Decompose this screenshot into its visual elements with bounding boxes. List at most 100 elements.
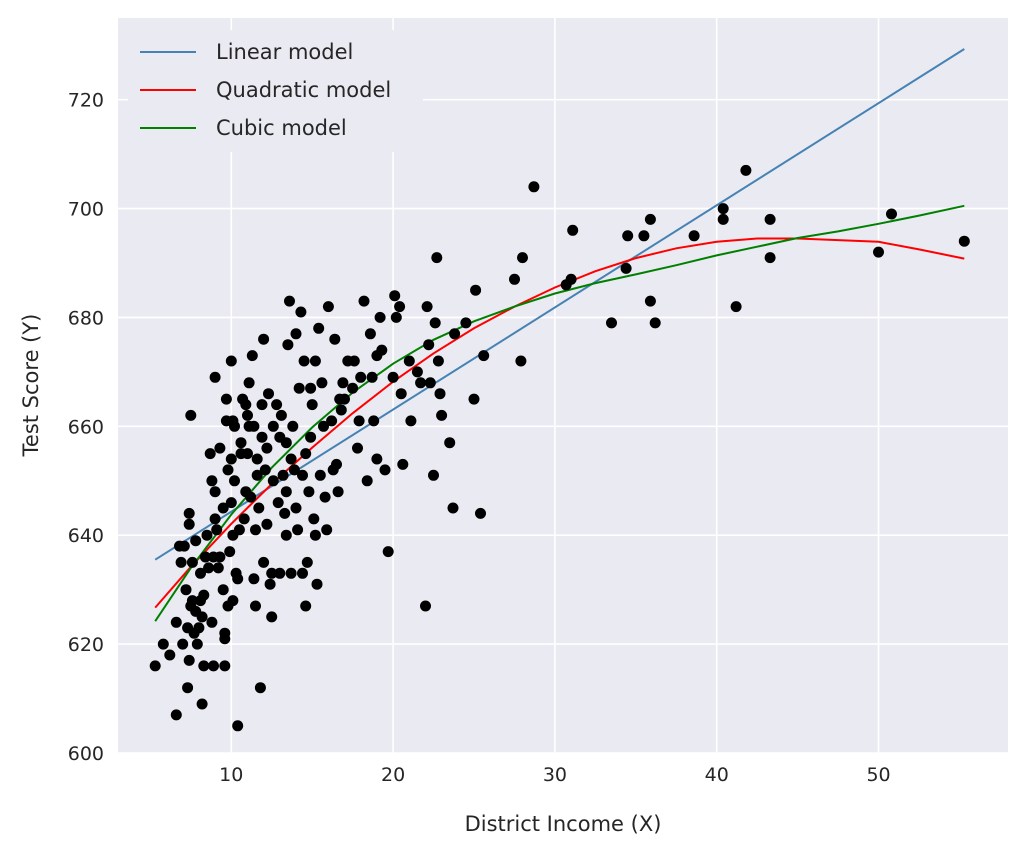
y-tick-label: 600: [68, 743, 104, 765]
data-point: [306, 399, 318, 411]
x-axis-label: District Income (X): [465, 812, 662, 836]
y-tick-label: 700: [68, 199, 104, 221]
data-point: [308, 513, 320, 525]
data-point: [478, 350, 490, 362]
data-point: [209, 486, 221, 498]
data-point: [175, 556, 187, 568]
data-point: [285, 453, 297, 465]
data-point: [254, 682, 266, 694]
data-point: [261, 442, 273, 454]
data-point: [217, 502, 229, 514]
data-point: [405, 415, 417, 427]
data-point: [282, 339, 294, 351]
data-point: [279, 507, 291, 519]
data-point: [195, 567, 206, 579]
data-point: [225, 355, 237, 367]
data-point: [468, 393, 480, 405]
data-point: [259, 464, 271, 476]
data-point: [214, 442, 226, 454]
data-point: [293, 382, 305, 394]
data-point: [201, 529, 213, 541]
data-point: [432, 355, 444, 367]
data-point: [211, 524, 223, 536]
data-point: [420, 600, 431, 612]
data-point: [309, 529, 321, 541]
data-point: [277, 469, 289, 481]
data-point: [355, 371, 367, 383]
data-point: [332, 486, 344, 498]
data-point: [196, 698, 208, 710]
data-point: [263, 388, 274, 400]
data-point: [886, 208, 897, 220]
data-point: [250, 600, 261, 612]
data-point: [185, 409, 197, 421]
data-point: [515, 355, 527, 367]
data-point: [423, 339, 435, 351]
data-point: [311, 578, 323, 590]
data-point: [316, 377, 328, 389]
data-point: [717, 203, 729, 215]
data-point: [358, 295, 370, 307]
data-point: [245, 491, 257, 503]
data-point: [240, 399, 252, 411]
data-point: [186, 556, 198, 568]
data-point: [225, 497, 237, 509]
data-point: [290, 502, 302, 514]
data-point: [149, 660, 161, 672]
data-point: [509, 273, 520, 285]
data-point: [248, 420, 260, 432]
data-point: [177, 638, 189, 650]
data-point: [186, 595, 198, 607]
data-point: [174, 540, 185, 552]
data-point: [644, 213, 656, 225]
data-point: [368, 415, 380, 427]
data-point: [170, 709, 182, 721]
tick-labels: 10 20 30 40 50 600 620 640 660 680 700 720: [68, 90, 891, 786]
x-tick-label: 50: [866, 764, 890, 786]
data-point: [230, 567, 242, 579]
data-point: [225, 453, 237, 465]
data-point: [428, 469, 439, 481]
data-point: [717, 213, 729, 225]
data-point: [305, 431, 317, 443]
data-point: [248, 573, 260, 585]
y-axis-label: Test Score (Y): [19, 314, 43, 458]
data-point: [183, 654, 195, 666]
data-point: [198, 589, 210, 601]
data-point: [251, 453, 263, 465]
data-point: [267, 420, 279, 432]
data-point: [309, 355, 321, 367]
data-point: [318, 420, 329, 432]
data-point: [191, 638, 203, 650]
cubic-model-line: [154, 204, 965, 622]
data-point: [224, 546, 236, 558]
legend: Linear model Quadratic model Cubic model: [128, 30, 423, 152]
data-point: [220, 393, 232, 405]
data-point: [258, 333, 270, 345]
data-point: [300, 600, 312, 612]
data-point: [193, 622, 205, 634]
y-tick-label: 620: [68, 634, 104, 656]
data-point: [431, 252, 443, 264]
data-point: [267, 475, 279, 487]
data-point: [266, 567, 278, 579]
data-point: [300, 448, 312, 460]
data-point: [183, 507, 195, 519]
x-tick-label: 30: [543, 764, 567, 786]
data-point: [280, 529, 292, 541]
x-tick-label: 20: [381, 764, 405, 786]
data-point: [208, 660, 219, 672]
data-point: [567, 224, 579, 236]
data-point: [272, 497, 284, 509]
data-point: [292, 524, 304, 536]
data-point: [371, 453, 383, 465]
data-point: [256, 431, 268, 443]
data-point: [295, 306, 307, 318]
data-point: [235, 437, 247, 449]
data-point: [238, 513, 250, 525]
data-point: [390, 311, 402, 323]
data-point: [397, 458, 409, 470]
data-point: [275, 409, 287, 421]
data-point: [251, 469, 263, 481]
